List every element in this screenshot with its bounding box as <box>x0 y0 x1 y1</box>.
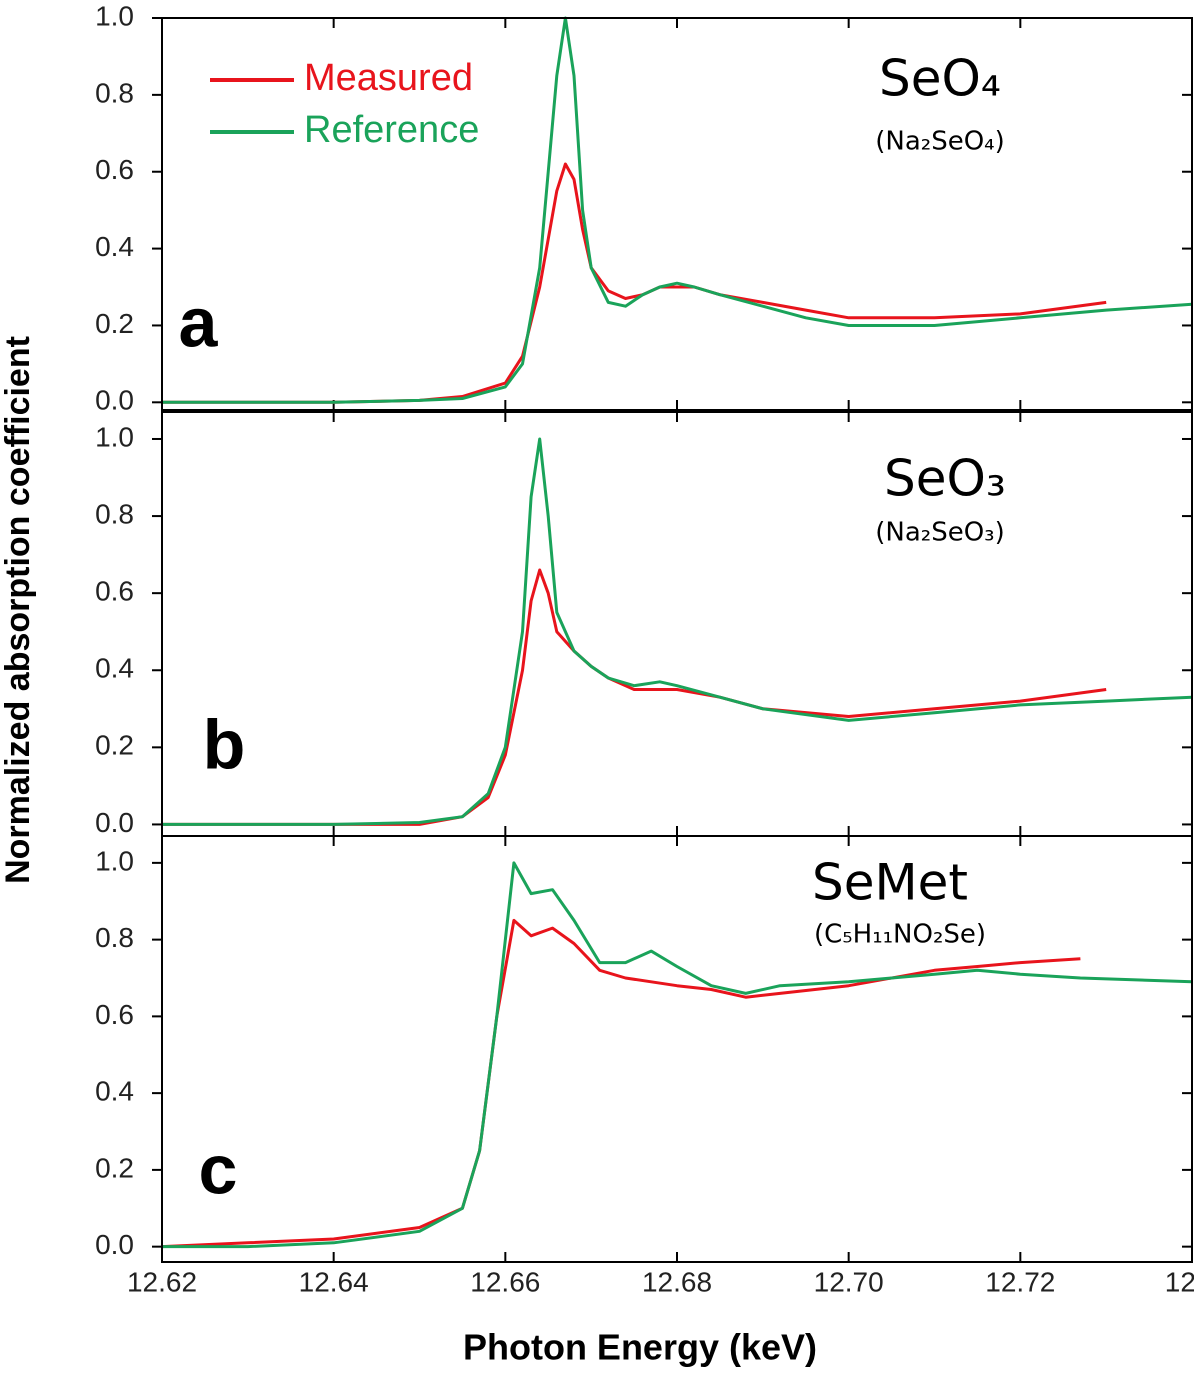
y-tick-label: 0.0 <box>95 807 134 838</box>
y-tick-label: 1.0 <box>95 421 134 452</box>
y-tick-label: 0.6 <box>95 154 134 185</box>
data-line <box>162 568 1107 826</box>
y-tick-label: 0.2 <box>95 1152 134 1183</box>
panel-subtitle: (C₅H₁₁NO₂Se) <box>814 920 986 950</box>
x-tick-label: 12.68 <box>642 1266 712 1297</box>
panel-title: SeMet <box>812 854 968 912</box>
data-line <box>162 437 1193 826</box>
y-tick-label: 0.0 <box>95 1229 134 1260</box>
legend-label: Measured <box>304 57 473 99</box>
x-axis-label: Photon Energy (keV) <box>463 1327 817 1368</box>
y-tick-label: 0.4 <box>95 231 134 262</box>
x-tick-label: 12.66 <box>470 1266 540 1297</box>
panel-label: a <box>179 283 219 361</box>
x-tick-label: 12.64 <box>299 1266 369 1297</box>
y-axis-label: Normalized absorption coefficient <box>0 336 37 884</box>
data-line <box>161 918 1081 1249</box>
y-tick-label: 0.6 <box>95 576 134 607</box>
y-tick-label: 0.4 <box>95 1076 134 1107</box>
y-tick-label: 1.0 <box>95 845 134 876</box>
panel-label: b <box>203 705 246 783</box>
legend-label: Reference <box>304 109 479 151</box>
data-line <box>162 162 1107 404</box>
y-tick-label: 1.0 <box>95 0 134 31</box>
x-tick-label: 12.7 <box>1165 1266 1194 1297</box>
panel-title: SeO₃ <box>884 450 1006 508</box>
data-line <box>162 16 1193 404</box>
y-tick-label: 0.6 <box>95 999 134 1030</box>
panel-title: SeO₄ <box>879 50 1001 108</box>
plot-frame <box>161 411 1193 837</box>
panel-label: c <box>199 1130 238 1208</box>
y-tick-label: 0.0 <box>95 385 134 416</box>
y-tick-label: 0.8 <box>95 498 134 529</box>
plot-frame <box>161 835 1193 1263</box>
data-line <box>162 861 1193 1249</box>
x-tick-label: 12.72 <box>985 1266 1055 1297</box>
x-tick-label: 12.62 <box>127 1266 197 1297</box>
plot-frame <box>161 17 1193 411</box>
y-tick-label: 0.4 <box>95 653 134 684</box>
y-tick-label: 0.2 <box>95 730 134 761</box>
x-tick-label: 12.70 <box>814 1266 884 1297</box>
panel-subtitle: (Na₂SeO₄) <box>875 127 1004 157</box>
y-tick-label: 0.8 <box>95 77 134 108</box>
panel-subtitle: (Na₂SeO₃) <box>875 518 1004 548</box>
y-tick-label: 0.8 <box>95 922 134 953</box>
y-tick-label: 0.2 <box>95 308 134 339</box>
